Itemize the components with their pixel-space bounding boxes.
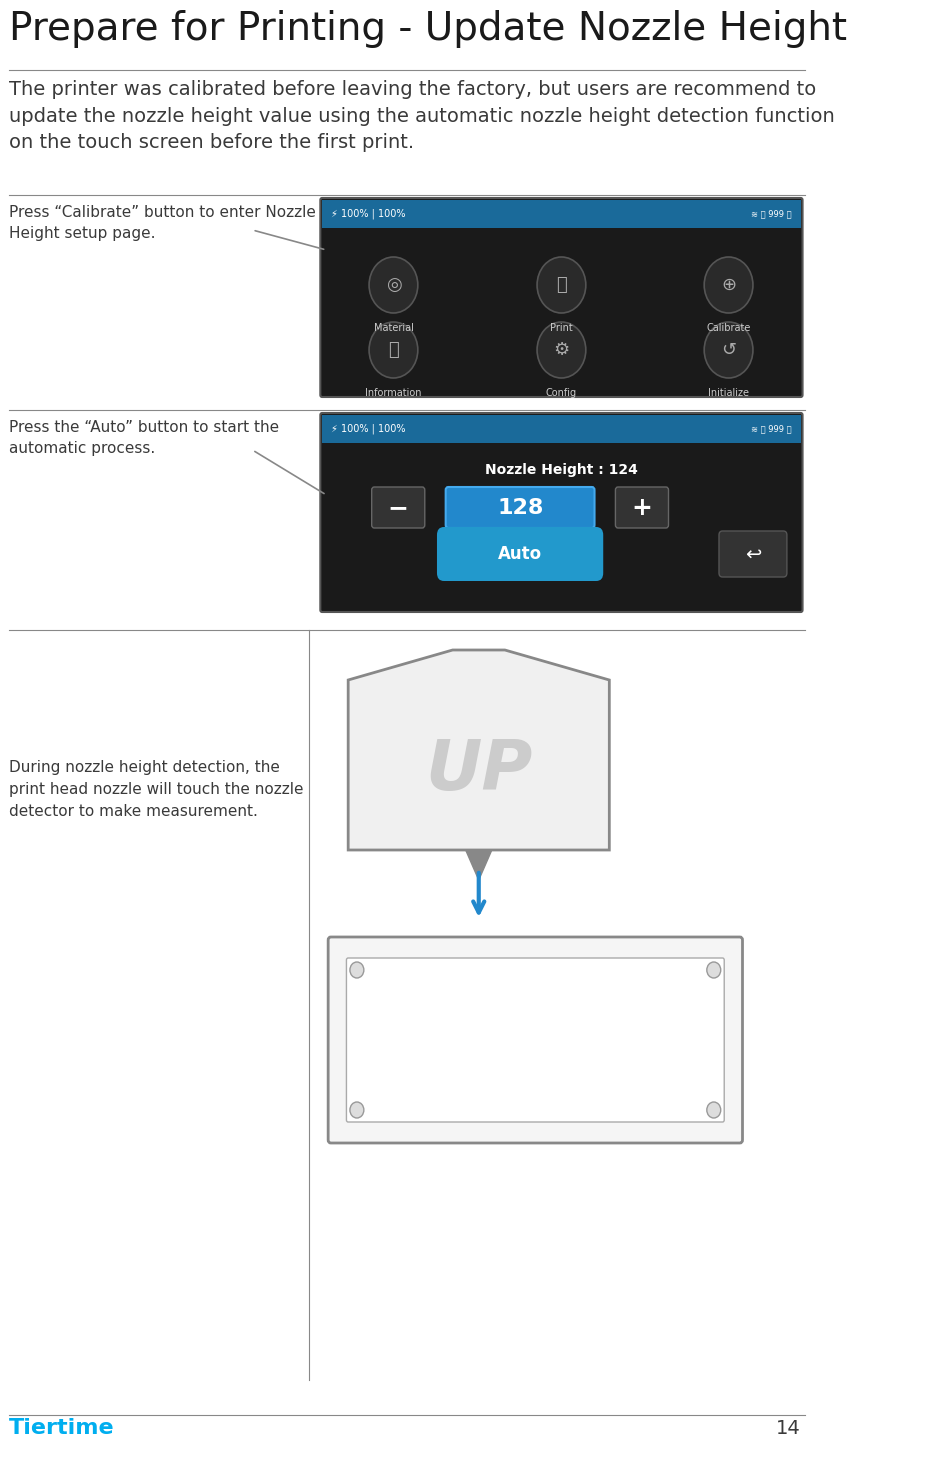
Text: During nozzle height detection, the
print head nozzle will touch the nozzle
dete: During nozzle height detection, the prin… (8, 760, 303, 819)
Text: ◎: ◎ (385, 276, 401, 294)
Text: 14: 14 (776, 1419, 800, 1438)
Text: ↺: ↺ (721, 341, 736, 359)
Text: −: − (387, 495, 409, 520)
Circle shape (704, 257, 753, 313)
Circle shape (537, 322, 586, 378)
Circle shape (350, 961, 364, 978)
Text: UP: UP (425, 736, 532, 804)
FancyBboxPatch shape (321, 198, 802, 397)
Text: The printer was calibrated before leaving the factory, but users are recommend t: The printer was calibrated before leavin… (8, 79, 834, 151)
Bar (322, 200, 800, 228)
Circle shape (704, 322, 753, 378)
Text: ≋ ⓐ 999 ⓞ: ≋ ⓐ 999 ⓞ (752, 210, 792, 219)
FancyBboxPatch shape (437, 528, 603, 581)
Circle shape (707, 961, 721, 978)
Text: ⚡ 100% | 100%: ⚡ 100% | 100% (331, 209, 405, 219)
FancyBboxPatch shape (328, 936, 742, 1144)
Bar (322, 415, 800, 442)
Text: Config: Config (546, 388, 577, 398)
Text: 128: 128 (497, 498, 544, 517)
Text: Initialize: Initialize (708, 388, 749, 398)
FancyBboxPatch shape (321, 413, 802, 612)
FancyBboxPatch shape (446, 487, 595, 528)
FancyBboxPatch shape (615, 487, 669, 528)
Text: Prepare for Printing - Update Nozzle Height: Prepare for Printing - Update Nozzle Hei… (8, 10, 847, 49)
Text: Print: Print (550, 323, 573, 334)
Text: Nozzle Height : 124: Nozzle Height : 124 (485, 463, 638, 476)
Text: Press the “Auto” button to start the
automatic process.: Press the “Auto” button to start the aut… (8, 420, 279, 456)
Circle shape (350, 1102, 364, 1119)
Circle shape (369, 322, 418, 378)
Polygon shape (466, 850, 492, 881)
Text: Material: Material (373, 323, 413, 334)
Polygon shape (348, 650, 610, 850)
FancyBboxPatch shape (372, 487, 424, 528)
Text: Tiertime: Tiertime (8, 1419, 114, 1438)
Circle shape (369, 257, 418, 313)
Circle shape (537, 257, 586, 313)
FancyBboxPatch shape (719, 531, 787, 578)
Text: Press “Calibrate” button to enter Nozzle
Height setup page.: Press “Calibrate” button to enter Nozzle… (8, 204, 316, 241)
Text: 📄: 📄 (388, 341, 399, 359)
Text: 🖨: 🖨 (556, 276, 567, 294)
Text: ⚙: ⚙ (554, 341, 569, 359)
Text: ≋ ⓐ 999 ⓞ: ≋ ⓐ 999 ⓞ (752, 425, 792, 434)
Text: Auto: Auto (497, 545, 541, 563)
Text: +: + (631, 495, 652, 520)
Text: ↩: ↩ (745, 544, 761, 563)
Text: Calibrate: Calibrate (706, 323, 751, 334)
Text: ⚡ 100% | 100%: ⚡ 100% | 100% (331, 423, 405, 434)
Text: ⊕: ⊕ (721, 276, 736, 294)
Circle shape (707, 1102, 721, 1119)
Text: Information: Information (366, 388, 422, 398)
FancyBboxPatch shape (347, 958, 725, 1122)
